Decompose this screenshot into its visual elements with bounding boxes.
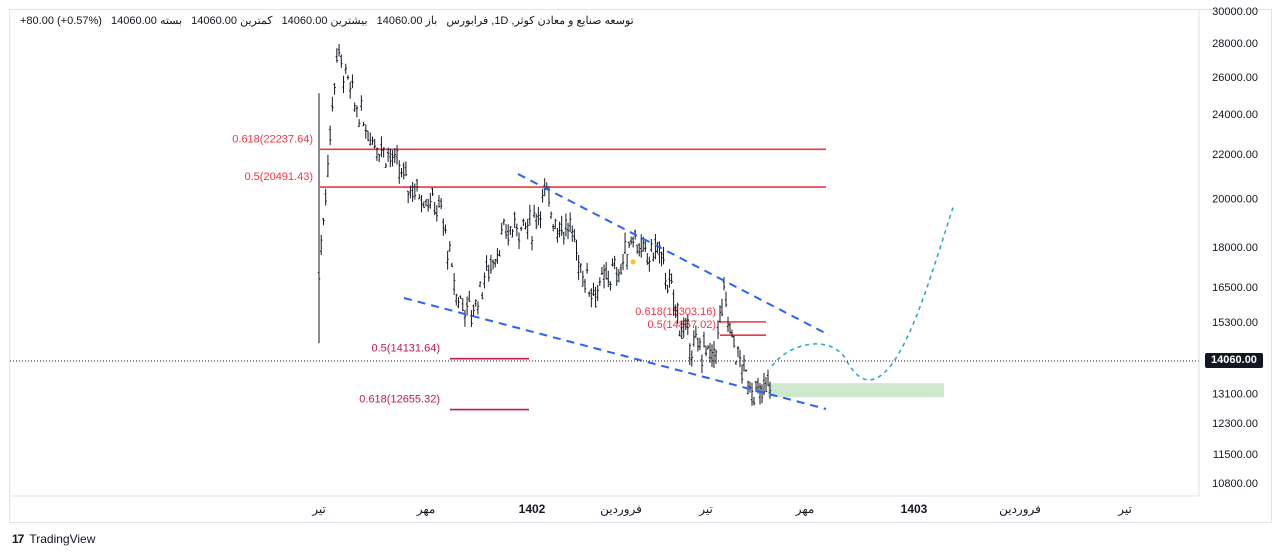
- y-tick-label: 30000.00: [1212, 6, 1258, 18]
- y-tick-label: 10800.00: [1212, 478, 1258, 490]
- channel-lower-line: [403, 297, 827, 410]
- y-tick-label: 22000.00: [1212, 149, 1258, 161]
- legend-open: باز 14060.00: [376, 15, 438, 27]
- y-tick-label: 26000.00: [1212, 72, 1258, 84]
- footer-brand: 17 TradingView: [12, 532, 95, 546]
- y-tick-label: 12300.00: [1212, 418, 1258, 430]
- x-tick-label: تیر: [1117, 502, 1132, 516]
- channel-upper-line: [517, 173, 830, 336]
- y-tick-label: 18000.00: [1212, 242, 1258, 254]
- legend-change: +80.00 (+0.57%): [20, 15, 102, 27]
- legend-symbol: توسعه صنایع و معادن کوثر, 1D, فرابورس: [446, 15, 634, 27]
- fib-level-label: 0.618(12655.32): [359, 394, 440, 406]
- x-tick-label: فروردین: [600, 502, 642, 516]
- y-tick-label: 24000.00: [1212, 109, 1258, 121]
- fib-level-label: 0.618(22237.64): [232, 133, 313, 145]
- x-tick-label: مهر: [416, 502, 436, 516]
- y-tick-label: 16500.00: [1212, 282, 1258, 294]
- x-tick-label: 1403: [901, 502, 928, 516]
- brand-name[interactable]: TradingView: [29, 532, 96, 546]
- last-price-tag: 14060.00: [1205, 353, 1263, 368]
- y-tick-label: 28000.00: [1212, 38, 1258, 50]
- legend-close: بسته 14060.00: [111, 15, 183, 27]
- legend-low: کمترین 14060.00: [191, 15, 273, 27]
- x-tick-label: فروردین: [999, 502, 1041, 516]
- y-tick-label: 15300.00: [1212, 317, 1258, 329]
- y-tick-label: 13100.00: [1212, 389, 1258, 401]
- chart-frame: [9, 9, 1272, 523]
- x-tick-label: مهر: [795, 502, 815, 516]
- symbol-legend: توسعه صنایع و معادن کوثر, 1D, فرابورس با…: [14, 14, 634, 27]
- legend-high: بیشترین 14060.00: [281, 15, 368, 27]
- fib-level-label: 0.5(20491.43): [245, 171, 314, 183]
- y-tick-label: 11500.00: [1213, 449, 1258, 461]
- x-tick-label: تیر: [311, 502, 326, 516]
- y-tick-label: 20000.00: [1212, 193, 1258, 205]
- x-tick-label: تیر: [698, 502, 713, 516]
- dividend-marker: [630, 259, 636, 265]
- tradingview-logo-icon: 17: [12, 532, 24, 546]
- target-zone-box: [768, 383, 944, 398]
- fib-level-label: 0.5(14131.64): [372, 343, 441, 355]
- projection-path: [771, 207, 954, 381]
- x-tick-label: 1402: [519, 502, 546, 516]
